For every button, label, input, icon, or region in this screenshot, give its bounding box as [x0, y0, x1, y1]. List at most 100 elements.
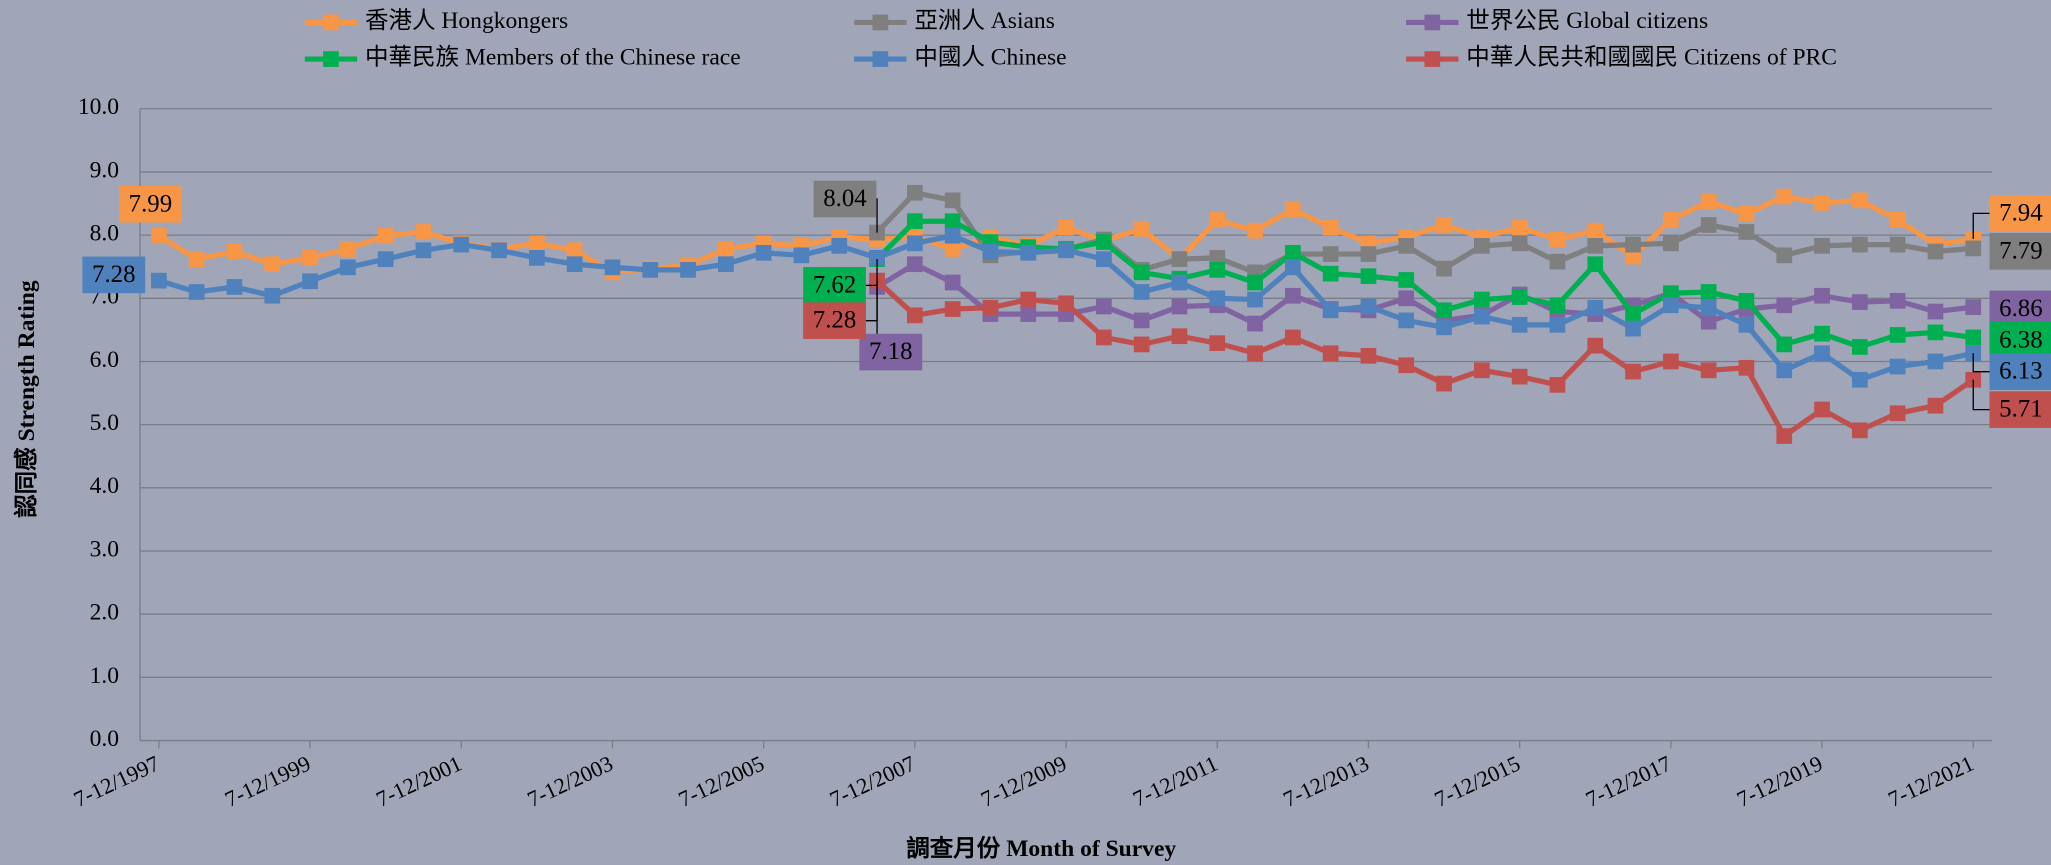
point-marker: [1436, 260, 1452, 277]
data-label: 6.13: [1999, 358, 2042, 385]
point-marker: [982, 243, 999, 260]
point-marker: [1171, 328, 1188, 345]
point-marker: [1700, 284, 1717, 300]
point-marker: [188, 284, 205, 300]
point-marker: [1322, 246, 1339, 262]
legend-marker: [323, 14, 339, 31]
point-marker: [1927, 324, 1944, 341]
point-marker: [264, 256, 281, 273]
point-marker: [264, 287, 281, 304]
point-marker: [1398, 238, 1415, 254]
point-marker: [907, 184, 923, 201]
point-marker: [944, 241, 961, 257]
point-marker: [1738, 224, 1755, 240]
point-marker: [1473, 308, 1490, 325]
point-marker: [1776, 188, 1793, 205]
point-marker: [340, 259, 356, 276]
point-marker: [226, 279, 243, 295]
point-marker: [1096, 298, 1112, 315]
legend-marker: [1424, 14, 1441, 31]
point-marker: [1662, 212, 1679, 228]
y-tick-label: 1.0: [90, 663, 119, 689]
point-marker: [415, 224, 432, 240]
point-marker: [1247, 345, 1263, 362]
point-marker: [1587, 299, 1604, 316]
point-marker: [1058, 242, 1074, 259]
label-box: [1989, 290, 2051, 328]
point-marker: [1587, 238, 1604, 254]
point-marker: [1436, 375, 1452, 392]
y-tick-label: 3.0: [90, 536, 119, 562]
point-marker: [944, 274, 961, 291]
label-box: [813, 180, 877, 218]
label-box: [82, 256, 146, 294]
point-marker: [1171, 251, 1188, 267]
point-marker: [1738, 316, 1755, 333]
data-label: 7.18: [869, 338, 912, 365]
label-box: [803, 267, 866, 304]
point-marker: [1776, 297, 1793, 314]
point-marker: [1814, 345, 1830, 362]
point-marker: [1776, 428, 1793, 444]
data-label: 7.94: [1999, 199, 2043, 226]
point-marker: [1133, 336, 1150, 353]
point-marker: [415, 242, 432, 259]
point-marker: [1284, 329, 1301, 346]
point-marker: [831, 238, 848, 254]
data-label: 6.86: [1999, 295, 2042, 322]
point-marker: [1625, 236, 1641, 253]
point-marker: [1851, 422, 1868, 439]
point-marker: [642, 262, 659, 278]
point-marker: [1738, 359, 1755, 376]
point-marker: [1096, 329, 1112, 346]
point-marker: [1814, 401, 1830, 418]
point-marker: [1851, 192, 1868, 209]
point-marker: [1096, 251, 1112, 267]
point-marker: [1284, 201, 1301, 218]
point-marker: [1247, 291, 1263, 308]
label-box: [1989, 233, 2051, 270]
point-marker: [604, 259, 621, 276]
point-marker: [1965, 329, 1982, 346]
point-marker: [1284, 244, 1301, 261]
point-marker: [907, 213, 923, 230]
point-marker: [1284, 287, 1301, 304]
data-label: 6.38: [1999, 326, 2042, 353]
point-marker: [1209, 335, 1226, 352]
legend-label: 中華人民共和國國民 Citizens of PRC: [1466, 43, 1837, 70]
point-marker: [1927, 303, 1944, 320]
point-marker: [1814, 325, 1830, 342]
y-tick-label: 8.0: [90, 221, 119, 247]
point-marker: [302, 250, 318, 266]
point-marker: [982, 299, 999, 316]
point-marker: [151, 227, 167, 244]
point-marker: [1700, 193, 1717, 210]
point-marker: [226, 243, 243, 260]
point-marker: [1473, 238, 1490, 254]
point-marker: [1209, 212, 1226, 228]
point-marker: [566, 242, 583, 259]
label-box: [119, 185, 182, 223]
point-marker: [1700, 299, 1717, 316]
point-marker: [1927, 353, 1944, 370]
point-marker: [1549, 253, 1566, 270]
point-marker: [1700, 362, 1717, 379]
point-marker: [1549, 377, 1566, 393]
point-marker: [1776, 362, 1793, 379]
point-marker: [1662, 353, 1679, 370]
y-tick-label: 5.0: [90, 410, 119, 436]
point-marker: [529, 235, 545, 252]
point-marker: [1776, 336, 1793, 353]
point-marker: [453, 236, 470, 253]
point-marker: [1360, 298, 1377, 315]
point-marker: [1473, 362, 1490, 379]
point-marker: [1851, 236, 1868, 253]
point-marker: [1133, 284, 1150, 300]
point-marker: [1814, 195, 1830, 211]
point-marker: [1511, 219, 1528, 236]
point-marker: [718, 241, 734, 257]
point-marker: [1738, 292, 1755, 309]
point-marker: [1473, 291, 1490, 308]
point-marker: [1133, 264, 1150, 281]
